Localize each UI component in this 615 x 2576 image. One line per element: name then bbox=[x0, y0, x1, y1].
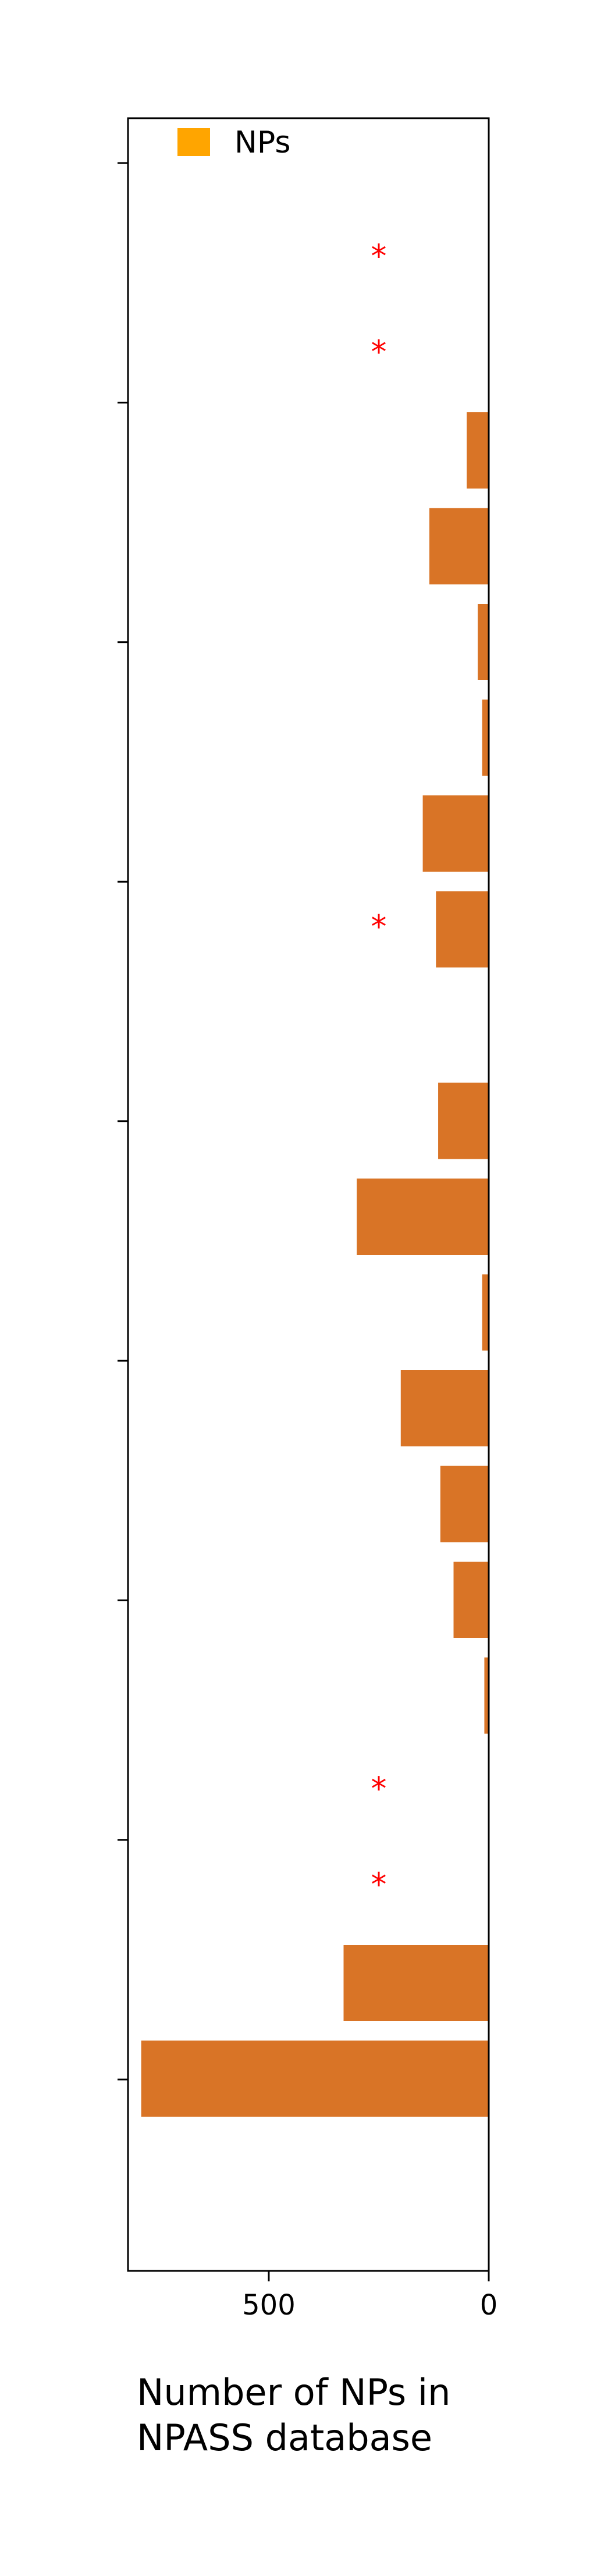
bar-16 bbox=[429, 508, 489, 585]
x-axis-ticks: 500 0 bbox=[242, 2271, 497, 2322]
bar-12 bbox=[436, 891, 489, 968]
x-tick-label-0: 500 bbox=[242, 2289, 296, 2322]
legend: NPs bbox=[177, 125, 290, 160]
missing-marker-19: * bbox=[371, 238, 386, 275]
legend-label: NPs bbox=[234, 125, 290, 160]
bar-5 bbox=[453, 1562, 489, 1638]
bar-1 bbox=[343, 1945, 489, 2021]
legend-swatch bbox=[177, 128, 210, 156]
x-axis-title-line-2: NPASS database bbox=[137, 2416, 432, 2459]
bars-layer bbox=[141, 412, 489, 2117]
plot-frame bbox=[127, 117, 490, 2272]
bar-10 bbox=[438, 1082, 489, 1159]
bar-17 bbox=[467, 412, 489, 489]
x-axis-title-line-1: Number of NPs in bbox=[137, 2371, 450, 2414]
bar-0 bbox=[141, 2040, 489, 2117]
missing-marker-2: * bbox=[371, 1866, 386, 1903]
bar-6 bbox=[440, 1466, 489, 1542]
bar-8 bbox=[482, 1274, 489, 1351]
missing-marker-12: * bbox=[371, 908, 386, 945]
bar-13 bbox=[422, 795, 489, 872]
bar-9 bbox=[357, 1179, 489, 1255]
x-tick-label-1: 0 bbox=[480, 2289, 498, 2322]
missing-marker-18: * bbox=[371, 334, 386, 370]
missing-marker-3: * bbox=[371, 1771, 386, 1807]
bar-7 bbox=[400, 1370, 489, 1446]
bar-14 bbox=[482, 699, 489, 776]
bar-15 bbox=[478, 604, 489, 680]
bar-4 bbox=[484, 1657, 489, 1734]
missing-markers-layer: * * * * * bbox=[371, 238, 386, 1903]
x-axis-title: Number of NPs in NPASS database bbox=[137, 2371, 450, 2459]
y-axis-ticks bbox=[118, 162, 128, 2080]
